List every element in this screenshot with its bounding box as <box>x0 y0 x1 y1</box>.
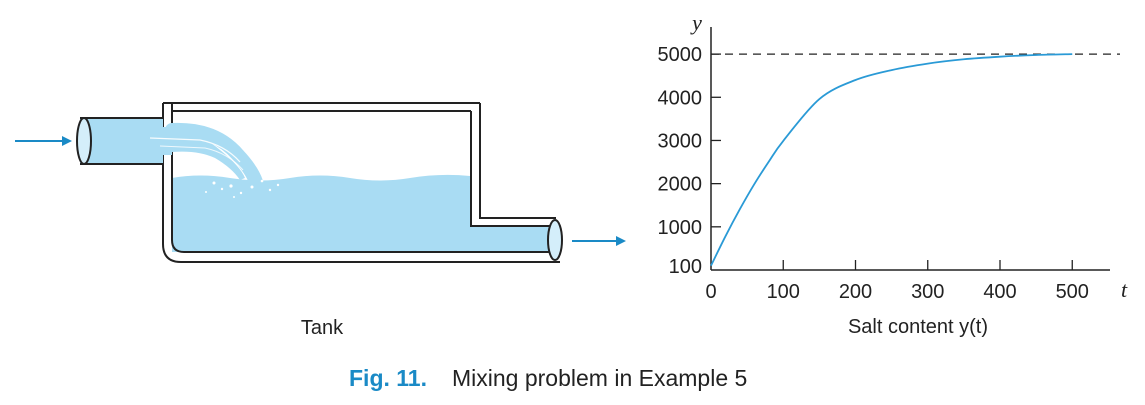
tank-illustration: Tank <box>15 102 626 339</box>
y-tick-label: 100 <box>669 256 702 278</box>
caption-number: Fig. 11. <box>349 365 427 391</box>
bubbles <box>205 179 280 198</box>
tank-wall <box>162 103 560 263</box>
tank-wall-inner <box>171 103 553 253</box>
outflow-arrow-icon <box>572 236 626 246</box>
caption-text: Mixing problem in Example 5 <box>452 365 747 391</box>
salt-content-chart: y t 0 100 200 300 400 50010010002000300040005… <box>658 10 1128 338</box>
series-line <box>710 53 1073 267</box>
tank-label: Tank <box>301 317 344 339</box>
tank-water <box>172 174 553 252</box>
inflow-pipe <box>80 118 245 180</box>
figure-caption: Fig. 11. Mixing problem in Example 5 <box>349 365 747 391</box>
y-axis-title: y <box>690 10 702 35</box>
outflow-pipe-end <box>547 219 563 261</box>
chart-xlabel: Salt content y(t) <box>848 316 988 338</box>
y-tick-label: 3000 <box>658 130 703 152</box>
inflow-pipe-end <box>76 117 92 165</box>
y-tick-label: 1000 <box>658 217 703 239</box>
x-tick-label: 400 <box>983 281 1016 303</box>
y-tick-label: 5000 <box>658 44 703 66</box>
y-tick-label: 2000 <box>658 174 703 196</box>
x-tick-label: 100 <box>767 281 800 303</box>
x-tick-label: 500 <box>1056 281 1089 303</box>
y-tick-label: 4000 <box>658 87 703 109</box>
inflow-arrow-icon <box>15 136 72 146</box>
x-tick-label: 0 <box>705 281 716 303</box>
x-axis-title: t <box>1121 277 1128 302</box>
x-tick-label: 200 <box>839 281 872 303</box>
x-tick-label: 300 <box>911 281 944 303</box>
